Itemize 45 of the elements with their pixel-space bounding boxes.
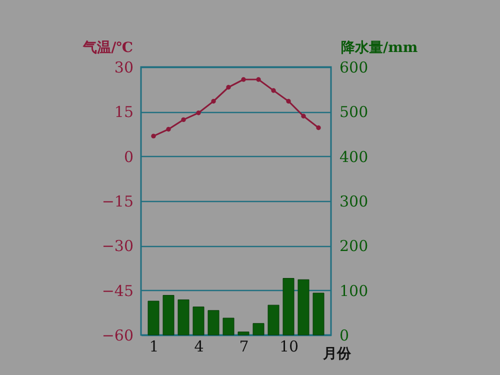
- y2-tick-label: 0: [340, 326, 350, 344]
- y-tick-label: 15: [114, 103, 134, 122]
- bar: [312, 292, 324, 336]
- y-tick-label: 30: [114, 58, 134, 76]
- bar: [222, 318, 234, 336]
- point: [196, 110, 201, 116]
- x-tick-label: 4: [194, 338, 204, 356]
- y2-tick-label: 500: [340, 103, 368, 122]
- y-axis-title: 气温/℃: [82, 40, 134, 56]
- point: [316, 125, 321, 130]
- point: [226, 84, 231, 90]
- y-tick-label: −15: [102, 192, 134, 210]
- bar: [268, 304, 280, 336]
- bar: [208, 310, 220, 336]
- bar: [148, 300, 160, 336]
- point: [301, 114, 306, 118]
- x-tick-label: 1: [149, 338, 159, 356]
- y-tick-label: −45: [102, 282, 134, 300]
- point: [271, 88, 276, 93]
- x-tick-label: 10: [279, 338, 299, 356]
- y-tick-label: −30: [102, 237, 134, 256]
- point: [181, 117, 186, 122]
- y2-tick-label: 300: [340, 192, 368, 210]
- point: [256, 77, 261, 82]
- point: [151, 134, 156, 138]
- y2-tick-label: 200: [340, 237, 368, 256]
- bar: [238, 332, 250, 336]
- bar: [192, 306, 204, 336]
- y-tick-label: −60: [102, 326, 134, 344]
- bar: [282, 278, 294, 336]
- point: [211, 98, 216, 104]
- y2-tick-label: 600: [340, 58, 368, 76]
- point: [166, 126, 171, 132]
- x-axis-title: 月份: [322, 346, 352, 362]
- bar: [162, 294, 174, 336]
- point: [241, 77, 246, 82]
- bar: [178, 299, 190, 336]
- y2-tick-label: 400: [340, 148, 368, 166]
- y2-tick-label: 100: [340, 282, 368, 300]
- bar: [298, 279, 310, 336]
- x-tick-label: 7: [239, 338, 249, 356]
- y-tick-label: 0: [124, 148, 134, 166]
- bar: [252, 323, 264, 336]
- y2-axis-title: 降水量/mm: [341, 40, 418, 56]
- point: [286, 98, 291, 104]
